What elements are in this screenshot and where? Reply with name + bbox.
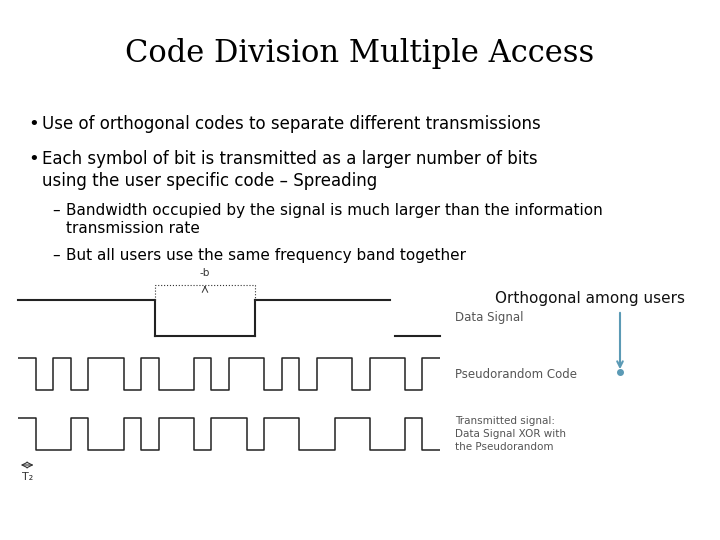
Text: But all users use the same frequency band together: But all users use the same frequency ban… (66, 248, 466, 263)
Text: Orthogonal among users: Orthogonal among users (495, 291, 685, 306)
Text: Bandwidth occupied by the signal is much larger than the information: Bandwidth occupied by the signal is much… (66, 203, 603, 218)
Text: Data Signal: Data Signal (455, 312, 523, 325)
Text: •: • (28, 115, 39, 133)
Text: Pseudorandom Code: Pseudorandom Code (455, 368, 577, 381)
Text: -b: -b (200, 268, 210, 278)
Text: transmission rate: transmission rate (66, 221, 200, 236)
Text: Use of orthogonal codes to separate different transmissions: Use of orthogonal codes to separate diff… (42, 115, 541, 133)
Text: using the user specific code – Spreading: using the user specific code – Spreading (42, 172, 377, 190)
Text: •: • (28, 150, 39, 168)
Text: –: – (52, 248, 60, 263)
Text: –: – (52, 203, 60, 218)
Text: Each symbol of bit is transmitted as a larger number of bits: Each symbol of bit is transmitted as a l… (42, 150, 538, 168)
Text: Transmitted signal:
Data Signal XOR with
the Pseudorandom: Transmitted signal: Data Signal XOR with… (455, 416, 566, 452)
Text: T₂: T₂ (22, 472, 33, 482)
Text: Code Division Multiple Access: Code Division Multiple Access (125, 38, 595, 69)
